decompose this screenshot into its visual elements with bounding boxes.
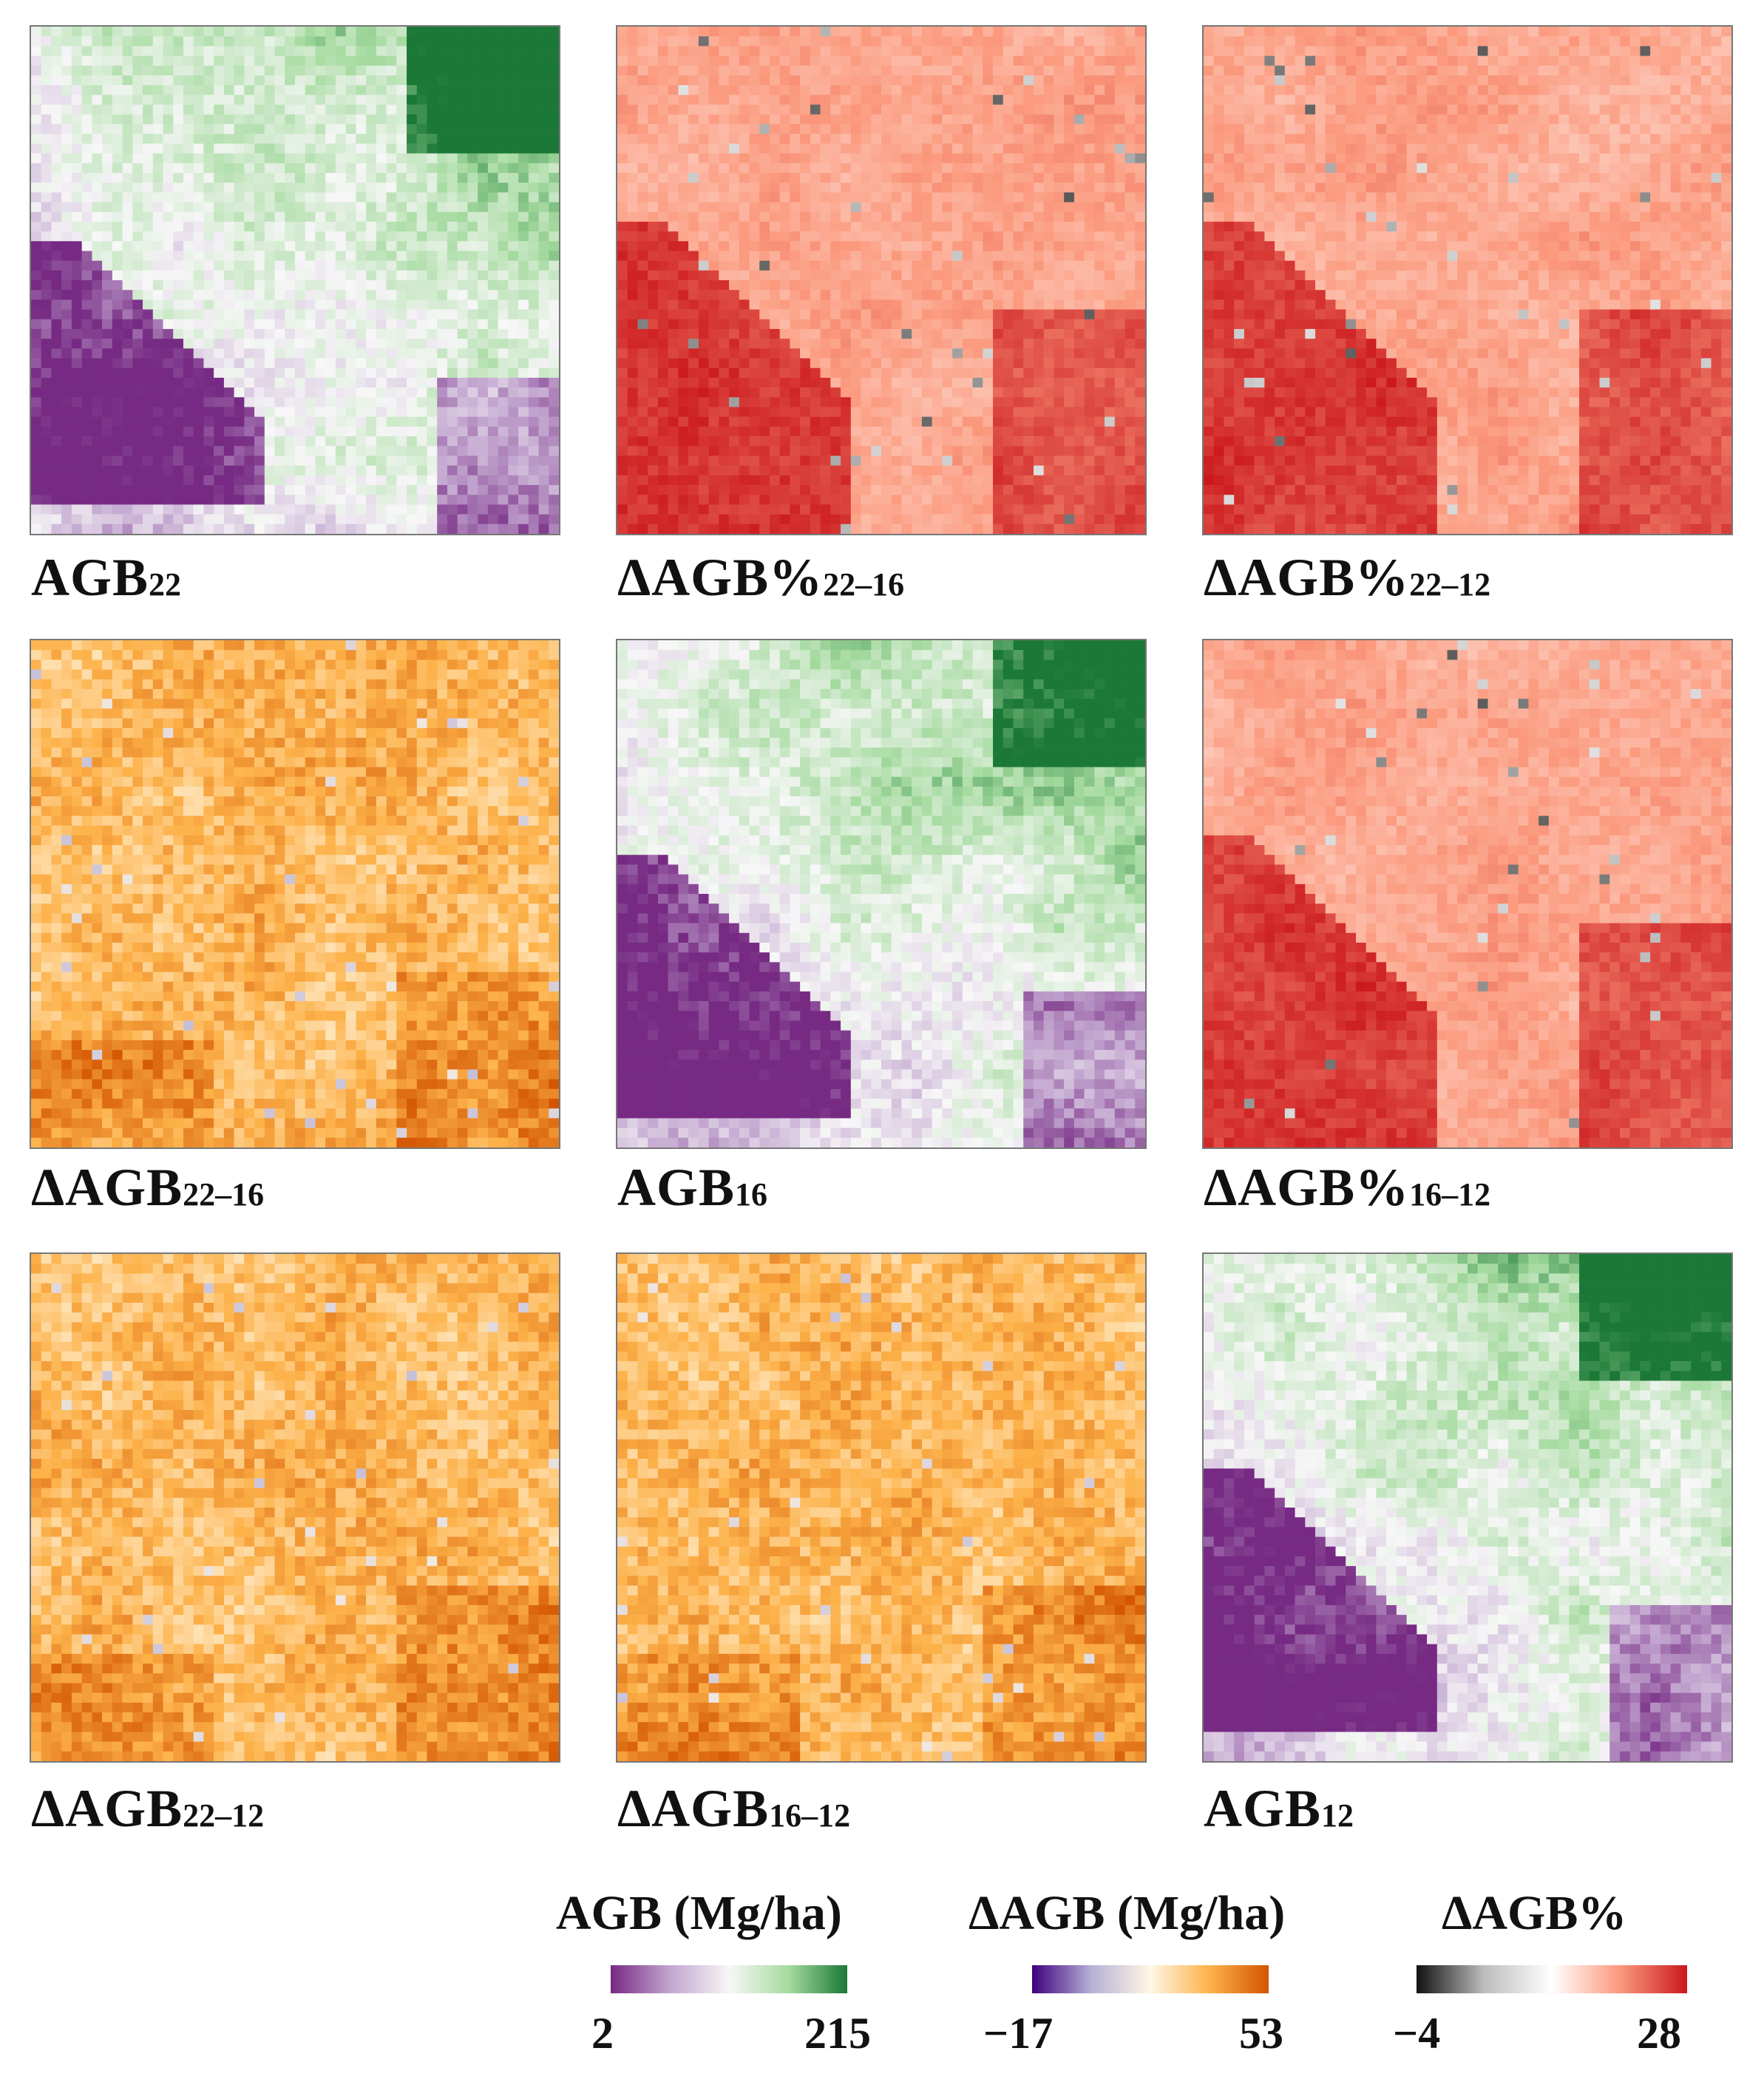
heatmap-grid	[617, 27, 1145, 534]
panel-label-sub: 16–12	[769, 1797, 850, 1834]
heatmap-panel-dagb-22-16	[30, 639, 560, 1149]
panel-label: ΔAGB16–12	[617, 1782, 850, 1835]
heatmap-grid	[617, 1254, 1145, 1761]
colorbar-pct	[1417, 1965, 1687, 1993]
heatmap-panel-dagb-16-12	[616, 1252, 1147, 1763]
legend-max-diff: 53	[1239, 2011, 1283, 2055]
legend-title-pct: ΔAGB%	[1442, 1889, 1626, 1938]
panel-label-sub: 16–12	[1409, 1176, 1490, 1213]
panel-label: ΔAGB22–16	[31, 1161, 264, 1214]
panel-label: ΔAGB%16–12	[1204, 1161, 1490, 1214]
colorbar-diff	[1032, 1965, 1269, 1993]
legend-min-diff: −17	[983, 2011, 1053, 2055]
heatmap-grid	[31, 1254, 559, 1761]
heatmap-panel-agb16	[616, 639, 1147, 1149]
panel-label-sub: 22	[149, 566, 181, 603]
heatmap-grid	[31, 640, 559, 1147]
panel-label-sub: 22–16	[183, 1176, 264, 1213]
panel-label: ΔAGB22–12	[31, 1782, 264, 1835]
heatmap-panel-dagb-22-12	[30, 1252, 560, 1763]
heatmap-grid	[1204, 27, 1731, 534]
legend-min-pct: −4	[1393, 2011, 1440, 2055]
panel-label-main: AGB	[617, 1158, 735, 1217]
legend-title-diff: ΔAGB (Mg/ha)	[968, 1889, 1285, 1938]
panel-label: ΔAGB%22–16	[617, 551, 904, 604]
heatmap-grid	[1204, 640, 1731, 1147]
panel-label-sub: 22–16	[823, 566, 904, 603]
panel-label-sub: 22–12	[183, 1797, 264, 1834]
panel-label-main: ΔAGB	[31, 1779, 183, 1838]
panel-label-sub: 12	[1321, 1797, 1354, 1834]
panel-label-main: ΔAGB%	[617, 548, 823, 607]
panel-label-main: ΔAGB%	[1204, 548, 1409, 607]
panel-label: AGB16	[617, 1161, 767, 1214]
legend-max-agb: 215	[804, 2011, 871, 2055]
heatmap-grid	[1204, 1254, 1731, 1761]
heatmap-panel-agb12	[1202, 1252, 1733, 1763]
heatmap-panel-dagb-pct-22-16	[616, 25, 1147, 535]
heatmap-panel-agb22	[30, 25, 560, 535]
heatmap-grid	[617, 640, 1145, 1147]
panel-label: ΔAGB%22–12	[1204, 551, 1490, 604]
legend-title-agb: AGB (Mg/ha)	[556, 1889, 842, 1938]
panel-label-main: AGB	[31, 548, 149, 607]
heatmap-panel-dagb-pct-22-12	[1202, 25, 1733, 535]
panel-label-sub: 22–12	[1409, 566, 1490, 603]
panel-label: AGB12	[1204, 1782, 1354, 1835]
panel-label-sub: 16	[735, 1176, 767, 1213]
legend-min-agb: 2	[591, 2011, 614, 2055]
panel-label-main: AGB	[1204, 1779, 1321, 1838]
panel-label-main: ΔAGB	[31, 1158, 183, 1217]
panel-label: AGB22	[31, 551, 181, 604]
panel-label-main: ΔAGB	[617, 1779, 769, 1838]
panel-label-main: ΔAGB%	[1204, 1158, 1409, 1217]
legend-max-pct: 28	[1637, 2011, 1681, 2055]
colorbar-agb	[611, 1965, 847, 1993]
heatmap-grid	[31, 27, 559, 534]
heatmap-panel-dagb-pct-16-12	[1202, 639, 1733, 1149]
